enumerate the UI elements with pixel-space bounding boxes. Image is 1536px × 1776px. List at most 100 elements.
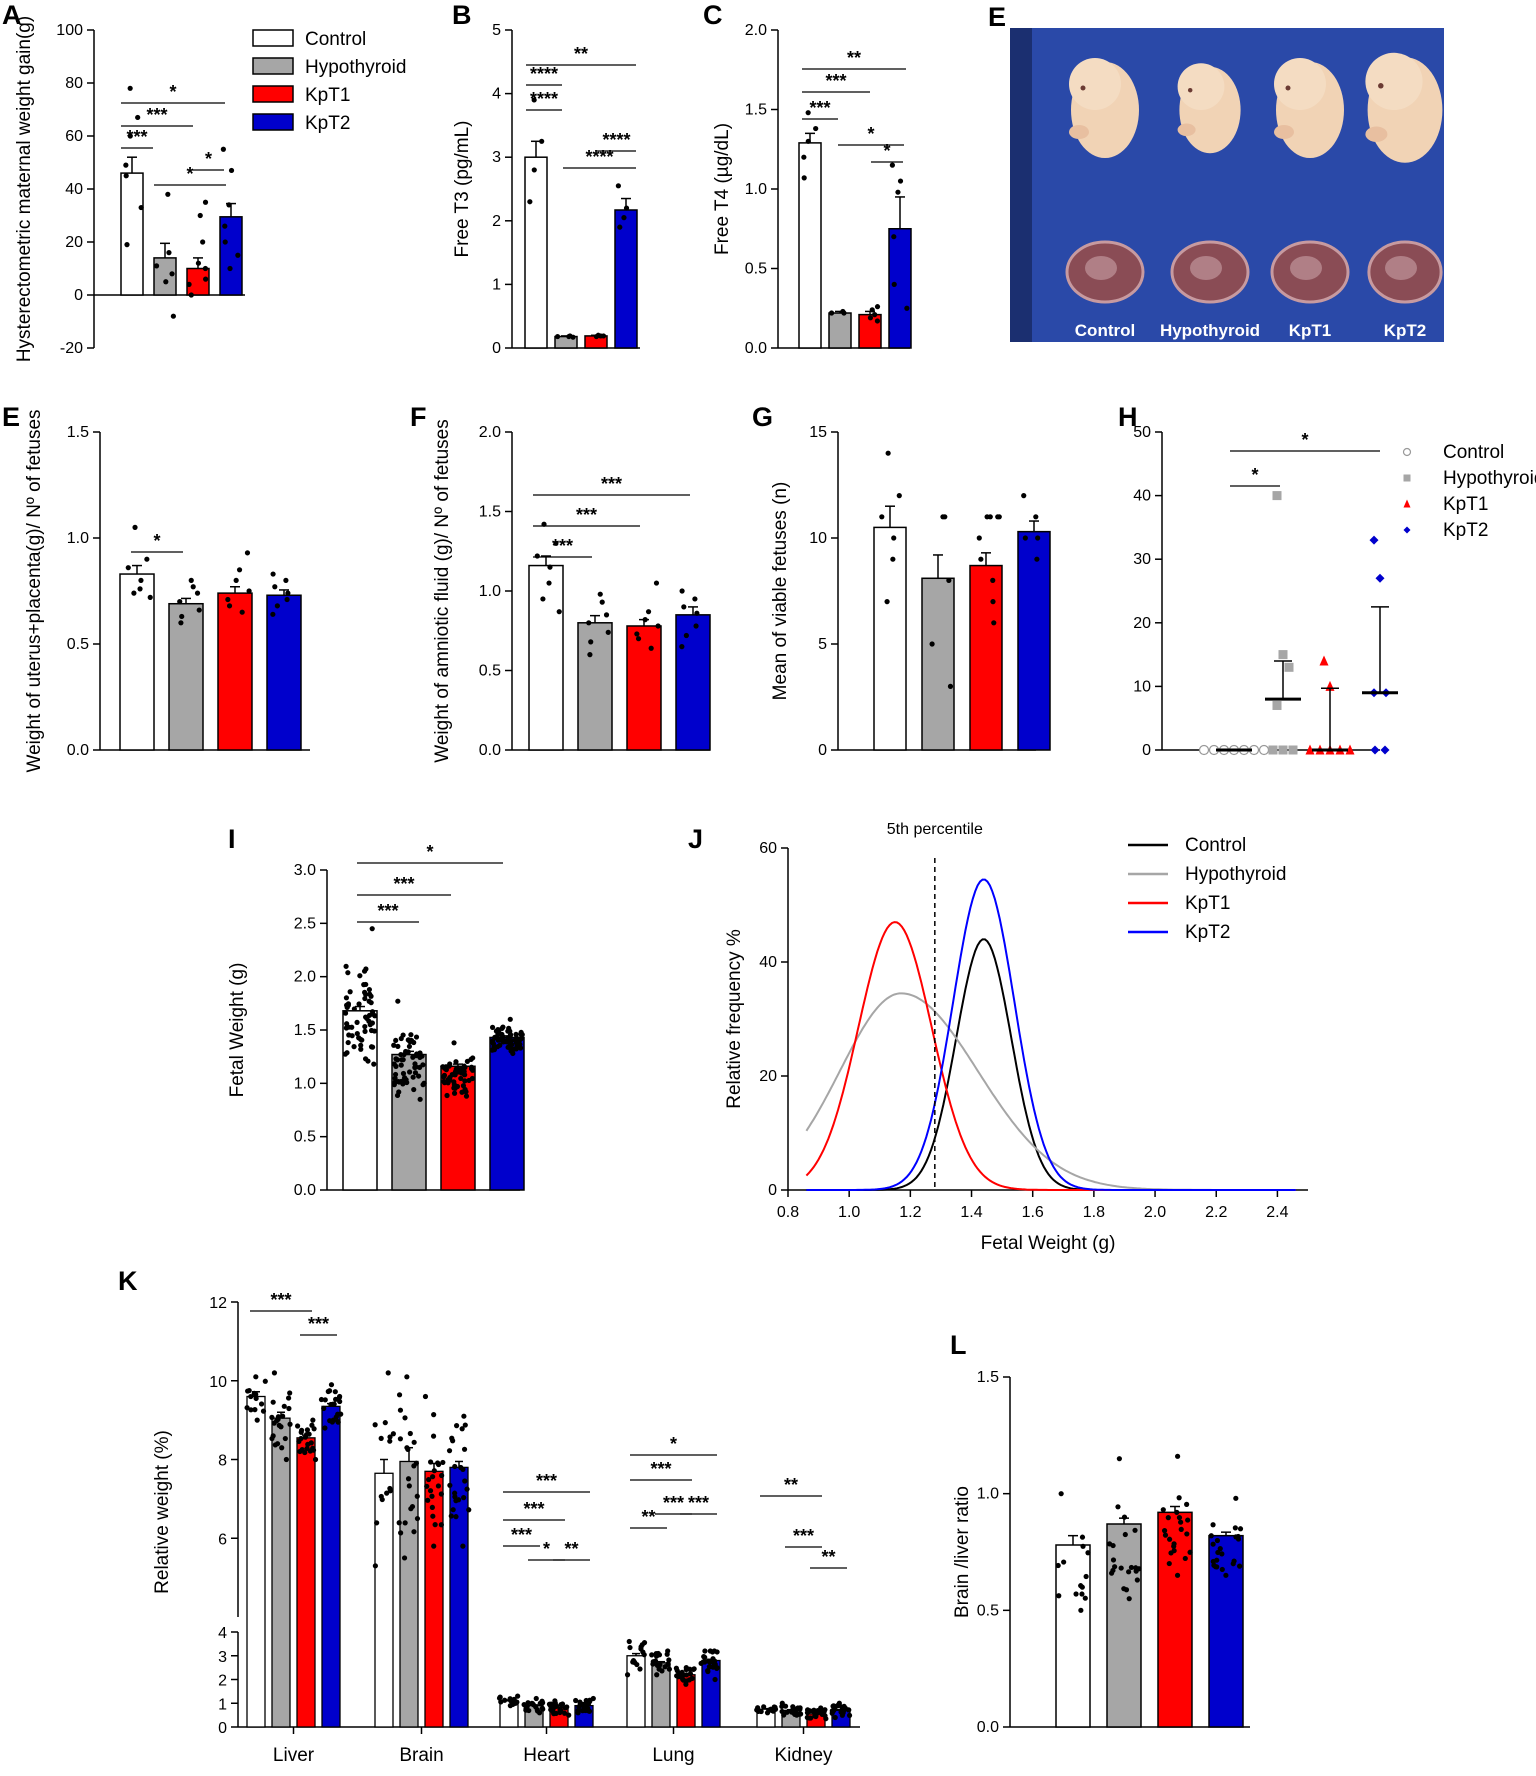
data-point [1078, 1607, 1084, 1613]
data-point [515, 1693, 521, 1699]
data-point [366, 998, 372, 1004]
data-point [349, 1033, 355, 1039]
y-axis-title: Mean of viable fetuses (n) [770, 482, 791, 701]
significance-label: * [169, 82, 176, 102]
data-point [540, 596, 546, 602]
data-point [153, 263, 160, 269]
data-point [623, 205, 630, 211]
data-point [598, 333, 604, 339]
significance-label: *** [126, 127, 147, 147]
data-point [226, 603, 233, 609]
data-point [779, 1703, 785, 1710]
data-point [505, 1028, 511, 1034]
data-point [447, 1077, 453, 1083]
significance-label: *** [511, 1525, 532, 1545]
data-point [659, 1668, 665, 1674]
data-point [393, 1037, 399, 1044]
data-point [302, 1449, 308, 1456]
data-point [712, 1658, 718, 1664]
data-point [127, 133, 133, 139]
legend-label: Hypothyroid [305, 57, 406, 78]
data-point [447, 1482, 453, 1488]
data-point [393, 1063, 399, 1069]
data-point [244, 1405, 250, 1411]
legend-label: Hypothyroid [1185, 864, 1286, 885]
data-point [312, 1456, 319, 1463]
significance-label: **** [602, 130, 630, 150]
data-point [438, 1522, 444, 1528]
placenta-highlight [1190, 256, 1222, 280]
data-point [402, 1415, 408, 1421]
data-point [707, 1648, 713, 1654]
data-point [163, 279, 169, 285]
data-point [464, 1486, 470, 1492]
data-point [246, 1387, 252, 1394]
y-tick-label: 0.0 [67, 742, 89, 759]
significance-label: ** [574, 44, 588, 64]
data-point [1133, 1568, 1139, 1574]
data-point [275, 1416, 281, 1422]
data-point [202, 265, 209, 272]
data-point [470, 1055, 476, 1061]
data-point [177, 599, 183, 605]
fetus [1274, 58, 1344, 158]
data-point [991, 620, 997, 626]
data-point [454, 1083, 461, 1090]
data-point [811, 1707, 817, 1713]
data-point [897, 178, 904, 184]
data-point [127, 85, 133, 91]
data-point [248, 1407, 254, 1413]
data-point [554, 333, 561, 340]
significance-label: ** [821, 1547, 835, 1567]
data-point [432, 1522, 438, 1528]
data-point [566, 1712, 572, 1718]
data-point [562, 1710, 568, 1716]
data-point [269, 1435, 275, 1442]
marker-triangle [1305, 744, 1315, 755]
data-point [496, 1695, 503, 1701]
data-point [495, 1037, 501, 1043]
data-point [1085, 1550, 1091, 1556]
data-point [835, 1702, 841, 1708]
data-point [502, 1697, 508, 1703]
significance-label: ** [564, 1539, 578, 1559]
marker-square [1272, 491, 1282, 501]
y-tick-label: 2.5 [294, 915, 316, 932]
data-point [371, 1028, 378, 1034]
data-point [586, 620, 592, 626]
significance-label: **** [530, 64, 558, 84]
data-point [178, 620, 184, 626]
data-point [426, 1476, 432, 1483]
data-point [890, 556, 896, 562]
data-point [641, 1652, 647, 1658]
data-point [996, 514, 1002, 520]
data-point [343, 1025, 349, 1031]
data-point [1056, 1593, 1062, 1599]
panel-label: K [118, 1266, 138, 1296]
data-point [427, 1459, 434, 1465]
fetus [1069, 58, 1139, 158]
data-point [244, 550, 251, 556]
data-point [895, 189, 901, 195]
fetus-limb [1365, 126, 1388, 142]
data-point [430, 1474, 436, 1480]
data-point [831, 1703, 837, 1709]
data-point [673, 1665, 679, 1671]
data-point [500, 1039, 506, 1045]
data-point [362, 1028, 368, 1034]
data-point [790, 1704, 796, 1710]
data-point [123, 173, 129, 179]
data-point [200, 239, 206, 245]
data-point [427, 1488, 434, 1494]
data-point [138, 204, 144, 211]
data-point [705, 1667, 711, 1674]
data-point [460, 1466, 466, 1472]
data-point [396, 1520, 402, 1526]
data-point [419, 1053, 425, 1059]
data-point [1214, 1557, 1220, 1563]
y-tick-label: 5 [818, 636, 827, 653]
y-axis-title: Weight of amniotic fluid (g)/ Nº of fetu… [432, 419, 453, 762]
y-tick-label: 1.0 [745, 181, 767, 198]
data-point [1126, 1596, 1132, 1602]
data-point [1237, 1563, 1243, 1569]
